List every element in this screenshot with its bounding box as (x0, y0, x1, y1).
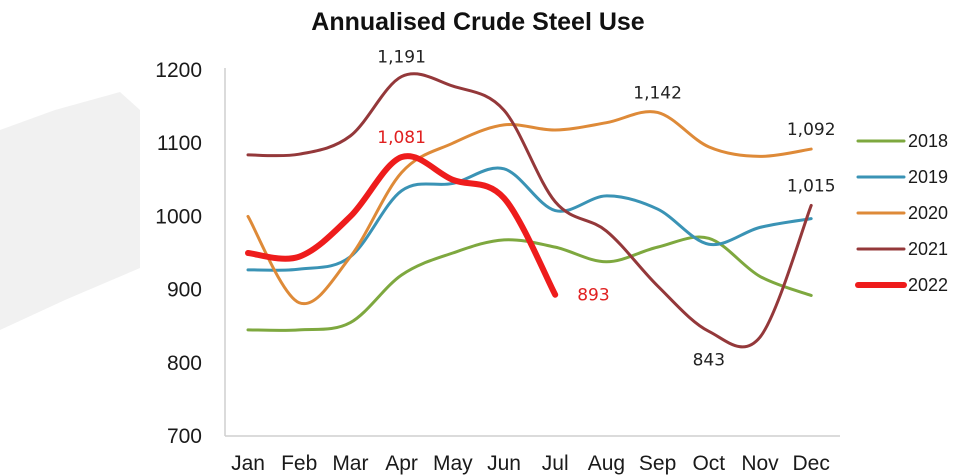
watermark-shape (0, 92, 140, 330)
series-line-2021 (246, 72, 813, 349)
y-tick-label: 1000 (155, 205, 202, 228)
legend-label-2022: 2022 (908, 275, 948, 295)
y-axis: 700 800 900 1000 1100 1200 (155, 59, 202, 448)
data-label: 1,092 (787, 120, 836, 140)
legend: 2018 2019 2020 2021 2022 (855, 131, 948, 295)
x-tick-label: Jun (487, 452, 521, 475)
x-axis: Jan Feb Mar Apr May Jun Jul Aug Sep Oct Nov Dec (231, 452, 830, 475)
x-tick-label: Jan (231, 452, 265, 475)
y-tick-label: 700 (167, 425, 202, 448)
x-tick-label: May (433, 452, 473, 475)
series-group (245, 72, 813, 349)
data-label: 1,191 (377, 48, 426, 68)
x-tick-label: Feb (281, 452, 317, 475)
legend-label-2020: 2020 (908, 203, 948, 223)
x-tick-label: Dec (793, 452, 830, 475)
series-line-2022 (245, 153, 559, 298)
x-tick-label: Sep (639, 452, 676, 475)
data-label: 1,142 (633, 83, 682, 103)
data-labels: 1,191 1,081 1,142 1,092 1,015 843 893 (377, 48, 835, 371)
x-tick-label: Nov (741, 452, 779, 475)
y-tick-label: 900 (167, 279, 202, 302)
series-line-2018 (246, 235, 813, 332)
x-tick-label: Mar (332, 452, 368, 475)
series-line-2019 (246, 166, 813, 272)
y-tick-label: 800 (167, 352, 202, 375)
data-label: 1,081 (377, 128, 426, 148)
x-tick-label: Aug (588, 452, 625, 475)
chart-title: Annualised Crude Steel Use (311, 8, 645, 36)
series-line-2020 (246, 110, 813, 306)
y-tick-label: 1100 (157, 132, 202, 155)
x-tick-label: Jul (542, 452, 569, 475)
x-tick-label: Apr (385, 452, 418, 475)
data-label: 1,015 (787, 176, 836, 196)
legend-label-2018: 2018 (908, 131, 948, 151)
data-label: 843 (693, 350, 725, 370)
data-label: 893 (577, 286, 609, 306)
x-tick-label: Oct (692, 452, 725, 475)
legend-label-2021: 2021 (908, 239, 948, 259)
legend-label-2019: 2019 (908, 167, 948, 187)
y-tick-label: 1200 (155, 59, 202, 82)
